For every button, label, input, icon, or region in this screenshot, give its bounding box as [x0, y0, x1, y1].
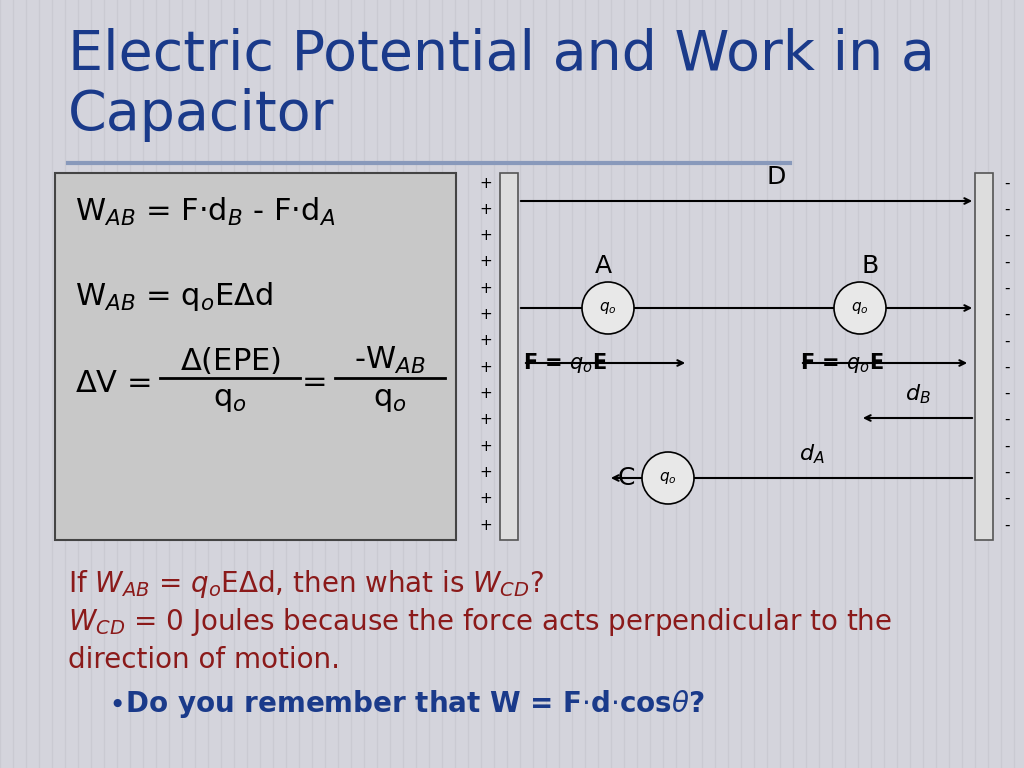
- Circle shape: [834, 282, 886, 334]
- Text: -: -: [1005, 386, 1010, 401]
- Text: $\mathregular{q}_o$: $\mathregular{q}_o$: [213, 386, 247, 415]
- Text: $\Delta$(EPE): $\Delta$(EPE): [179, 345, 281, 376]
- Text: +: +: [479, 492, 493, 506]
- Text: $d_A$: $d_A$: [799, 442, 824, 466]
- Text: $\mathbf{F}$ = $q_o\mathbf{E}$: $\mathbf{F}$ = $q_o\mathbf{E}$: [523, 351, 607, 375]
- Text: $q_o$: $q_o$: [659, 470, 677, 486]
- Text: +: +: [479, 254, 493, 270]
- Text: $W_{CD}$ = 0 Joules because the force acts perpendicular to the: $W_{CD}$ = 0 Joules because the force ac…: [68, 606, 892, 638]
- Text: $\mathbf{F}$ = $q_o\mathbf{E}$: $\mathbf{F}$ = $q_o\mathbf{E}$: [800, 351, 884, 375]
- Text: $\mathregular{q}_o$: $\mathregular{q}_o$: [373, 386, 407, 415]
- Bar: [975, 173, 993, 540]
- Text: +: +: [479, 176, 493, 190]
- Text: +: +: [479, 439, 493, 454]
- Text: Electric Potential and Work in a: Electric Potential and Work in a: [68, 28, 935, 82]
- Text: -: -: [1005, 202, 1010, 217]
- Text: +: +: [479, 228, 493, 243]
- Text: =: =: [302, 369, 328, 398]
- Text: $\mathregular{W}_{AB}$ = F·$\mathregular{d}_B$ - F·$\mathregular{d}_A$: $\mathregular{W}_{AB}$ = F·$\mathregular…: [75, 196, 335, 228]
- Text: -: -: [1005, 307, 1010, 322]
- Text: -: -: [1005, 254, 1010, 270]
- Text: -: -: [1005, 492, 1010, 506]
- Text: +: +: [479, 202, 493, 217]
- Text: +: +: [479, 465, 493, 480]
- Text: D: D: [767, 165, 786, 189]
- Text: $d_B$: $d_B$: [904, 382, 931, 406]
- Text: direction of motion.: direction of motion.: [68, 646, 340, 674]
- Text: -$\mathregular{W}_{AB}$: -$\mathregular{W}_{AB}$: [354, 345, 426, 376]
- Text: -: -: [1005, 176, 1010, 190]
- Text: -: -: [1005, 518, 1010, 532]
- Text: -: -: [1005, 359, 1010, 375]
- Text: +: +: [479, 518, 493, 532]
- Text: +: +: [479, 412, 493, 427]
- Text: $\Delta$V =: $\Delta$V =: [75, 369, 151, 398]
- Text: -: -: [1005, 439, 1010, 454]
- Text: $\bullet$Do you remember that W = F$\cdot$d$\cdot$cos$\theta$?: $\bullet$Do you remember that W = F$\cdo…: [108, 688, 705, 720]
- Text: -: -: [1005, 333, 1010, 349]
- Text: -: -: [1005, 412, 1010, 427]
- Text: $\mathregular{W}_{AB}$ = $\mathregular{q}_o$EΔd: $\mathregular{W}_{AB}$ = $\mathregular{q…: [75, 280, 272, 313]
- Text: -: -: [1005, 228, 1010, 243]
- Bar: [55, 173, 456, 540]
- Text: A: A: [595, 254, 611, 278]
- Text: -: -: [1005, 465, 1010, 480]
- Circle shape: [582, 282, 634, 334]
- Text: Capacitor: Capacitor: [68, 88, 335, 142]
- Text: C: C: [617, 466, 635, 490]
- Text: $q_o$: $q_o$: [599, 300, 616, 316]
- Bar: [500, 173, 518, 540]
- Text: If $W_{AB}$ = $q_o$E$\Delta$d, then what is $W_{CD}$?: If $W_{AB}$ = $q_o$E$\Delta$d, then what…: [68, 568, 544, 600]
- Text: +: +: [479, 386, 493, 401]
- Text: +: +: [479, 281, 493, 296]
- Text: +: +: [479, 307, 493, 322]
- Circle shape: [642, 452, 694, 504]
- Text: B: B: [861, 254, 879, 278]
- Text: -: -: [1005, 281, 1010, 296]
- Text: +: +: [479, 359, 493, 375]
- Text: $q_o$: $q_o$: [851, 300, 868, 316]
- Text: +: +: [479, 333, 493, 349]
